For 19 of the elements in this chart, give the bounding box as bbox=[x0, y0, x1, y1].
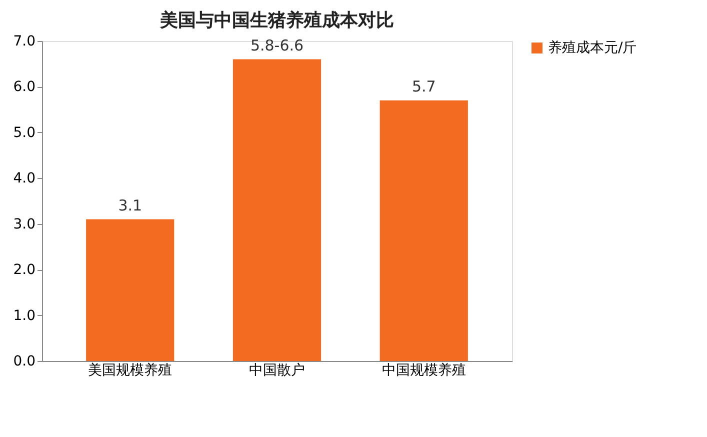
y-tick-label: 4.0 bbox=[13, 170, 36, 187]
chart-title: 美国与中国生猪养殖成本对比 bbox=[159, 10, 394, 31]
y-tick-label: 1.0 bbox=[13, 308, 36, 324]
x-tick-label: 中国散户 bbox=[249, 362, 305, 378]
y-tick-label: 3.0 bbox=[13, 216, 36, 232]
y-tick-label: 7.0 bbox=[13, 34, 36, 50]
y-tick-label: 0.0 bbox=[13, 354, 36, 370]
bar bbox=[380, 100, 468, 361]
y-tick-label: 5.0 bbox=[13, 124, 36, 141]
bar bbox=[232, 59, 322, 361]
legend-label: 养殖成本元/斤 bbox=[548, 40, 637, 56]
x-tick-label: 美国规模养殖 bbox=[88, 362, 172, 378]
y-tick-label: 6.0 bbox=[13, 79, 36, 96]
y-tick-label: 2.0 bbox=[13, 262, 36, 278]
data-label: 5.8-6.6 bbox=[250, 36, 304, 54]
bar bbox=[86, 219, 174, 361]
x-tick-label: 中国规模养殖 bbox=[382, 362, 466, 378]
data-label: 5.7 bbox=[412, 77, 436, 96]
data-label: 3.1 bbox=[118, 196, 142, 214]
